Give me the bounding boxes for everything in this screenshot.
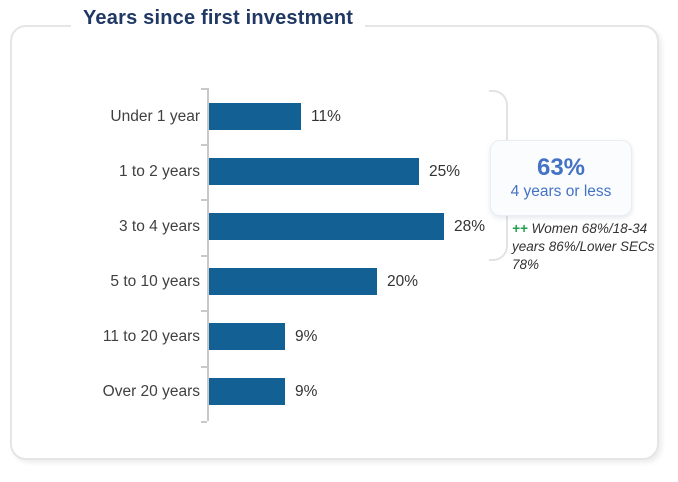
chart-title: Years since first investment [71, 7, 366, 30]
axis-tick [201, 255, 207, 257]
bar [209, 268, 377, 295]
bar [209, 158, 419, 185]
category-label: 11 to 20 years [102, 328, 200, 345]
callout-box: 63% 4 years or less [490, 140, 632, 216]
axis-tick [201, 421, 207, 423]
category-label: 3 to 4 years [119, 218, 200, 235]
category-label: 1 to 2 years [119, 163, 200, 180]
value-label: 28% [454, 218, 486, 235]
callout-subline: 4 years or less [510, 182, 612, 200]
note-prefix: ++ [512, 221, 528, 236]
axis-tick [201, 88, 207, 90]
value-label: 9% [295, 328, 318, 345]
callout-headline: 63% [536, 154, 586, 182]
chart-card [10, 25, 659, 460]
value-label: 20% [387, 273, 419, 290]
axis-tick [201, 310, 207, 312]
value-label: 9% [295, 383, 318, 400]
value-label: 25% [429, 163, 461, 180]
category-label: 5 to 10 years [110, 273, 200, 290]
bar [209, 103, 301, 130]
category-label: Under 1 year [110, 108, 200, 125]
axis-tick [201, 144, 207, 146]
axis-tick [201, 199, 207, 201]
axis-tick [201, 366, 207, 368]
bar [209, 323, 285, 350]
callout-note: ++ Women 68%/18-34 years 86%/Lower SECs … [512, 220, 656, 273]
bar [209, 213, 444, 240]
value-label: 11% [311, 108, 341, 125]
bar [209, 378, 285, 405]
note-body: Women 68%/18-34 years 86%/Lower SECs 78% [512, 221, 655, 272]
category-axis-line [207, 88, 209, 421]
category-label: Over 20 years [102, 383, 200, 400]
